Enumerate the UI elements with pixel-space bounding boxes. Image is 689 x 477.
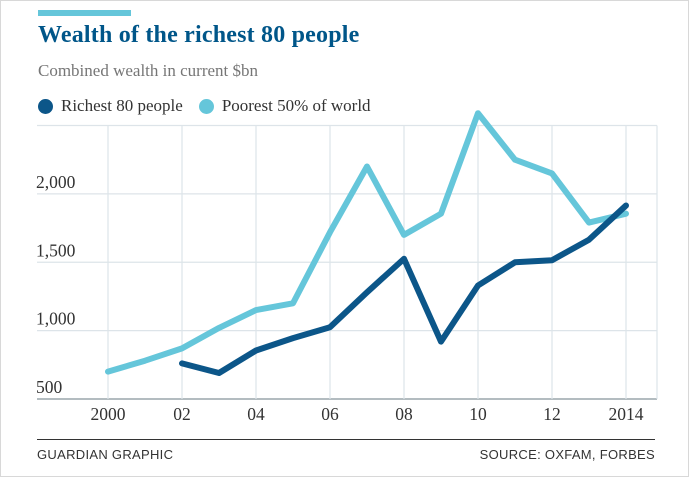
x-tick-label: 12 <box>543 404 561 424</box>
credit-text: GUARDIAN GRAPHIC <box>37 447 174 462</box>
legend-label: Richest 80 people <box>61 96 183 115</box>
legend-item-poorest-50: Poorest 50% of world <box>198 96 371 116</box>
footer: GUARDIAN GRAPHIC SOURCE: OXFAM, FORBES <box>37 447 655 462</box>
legend-dot-poorest-50-icon <box>198 98 214 114</box>
x-tick-label: 2000 <box>91 404 126 424</box>
y-tick-label: 1,000 <box>36 309 76 329</box>
series-line-poorest-50-of-world <box>105 110 629 375</box>
y-tick-label: 2,000 <box>36 172 76 192</box>
chart-subtitle: Combined wealth in current $bn <box>38 61 259 80</box>
accent-bar <box>38 10 131 16</box>
legend-item-richest-80: Richest 80 people <box>38 96 183 116</box>
legend-dot-richest-80-icon <box>38 98 53 114</box>
x-tick-label: 04 <box>247 404 265 424</box>
x-tick-label: 06 <box>321 404 339 424</box>
x-tick-label: 02 <box>173 404 191 424</box>
x-tick-label: 10 <box>469 404 487 424</box>
legend-label: Poorest 50% of world <box>221 96 371 115</box>
y-tick-label: 1,500 <box>36 240 76 260</box>
footer-divider <box>37 439 655 440</box>
y-tick-label: 500 <box>36 377 63 397</box>
source-text: SOURCE: OXFAM, FORBES <box>479 447 655 462</box>
series-line-richest-80-people <box>179 202 629 376</box>
chart-legend: Richest 80 people Poorest 50% of world <box>38 96 371 116</box>
x-tick-label: 08 <box>395 404 413 424</box>
page-title: Wealth of the richest 80 people <box>38 22 360 48</box>
x-tick-label: 2014 <box>609 404 644 424</box>
